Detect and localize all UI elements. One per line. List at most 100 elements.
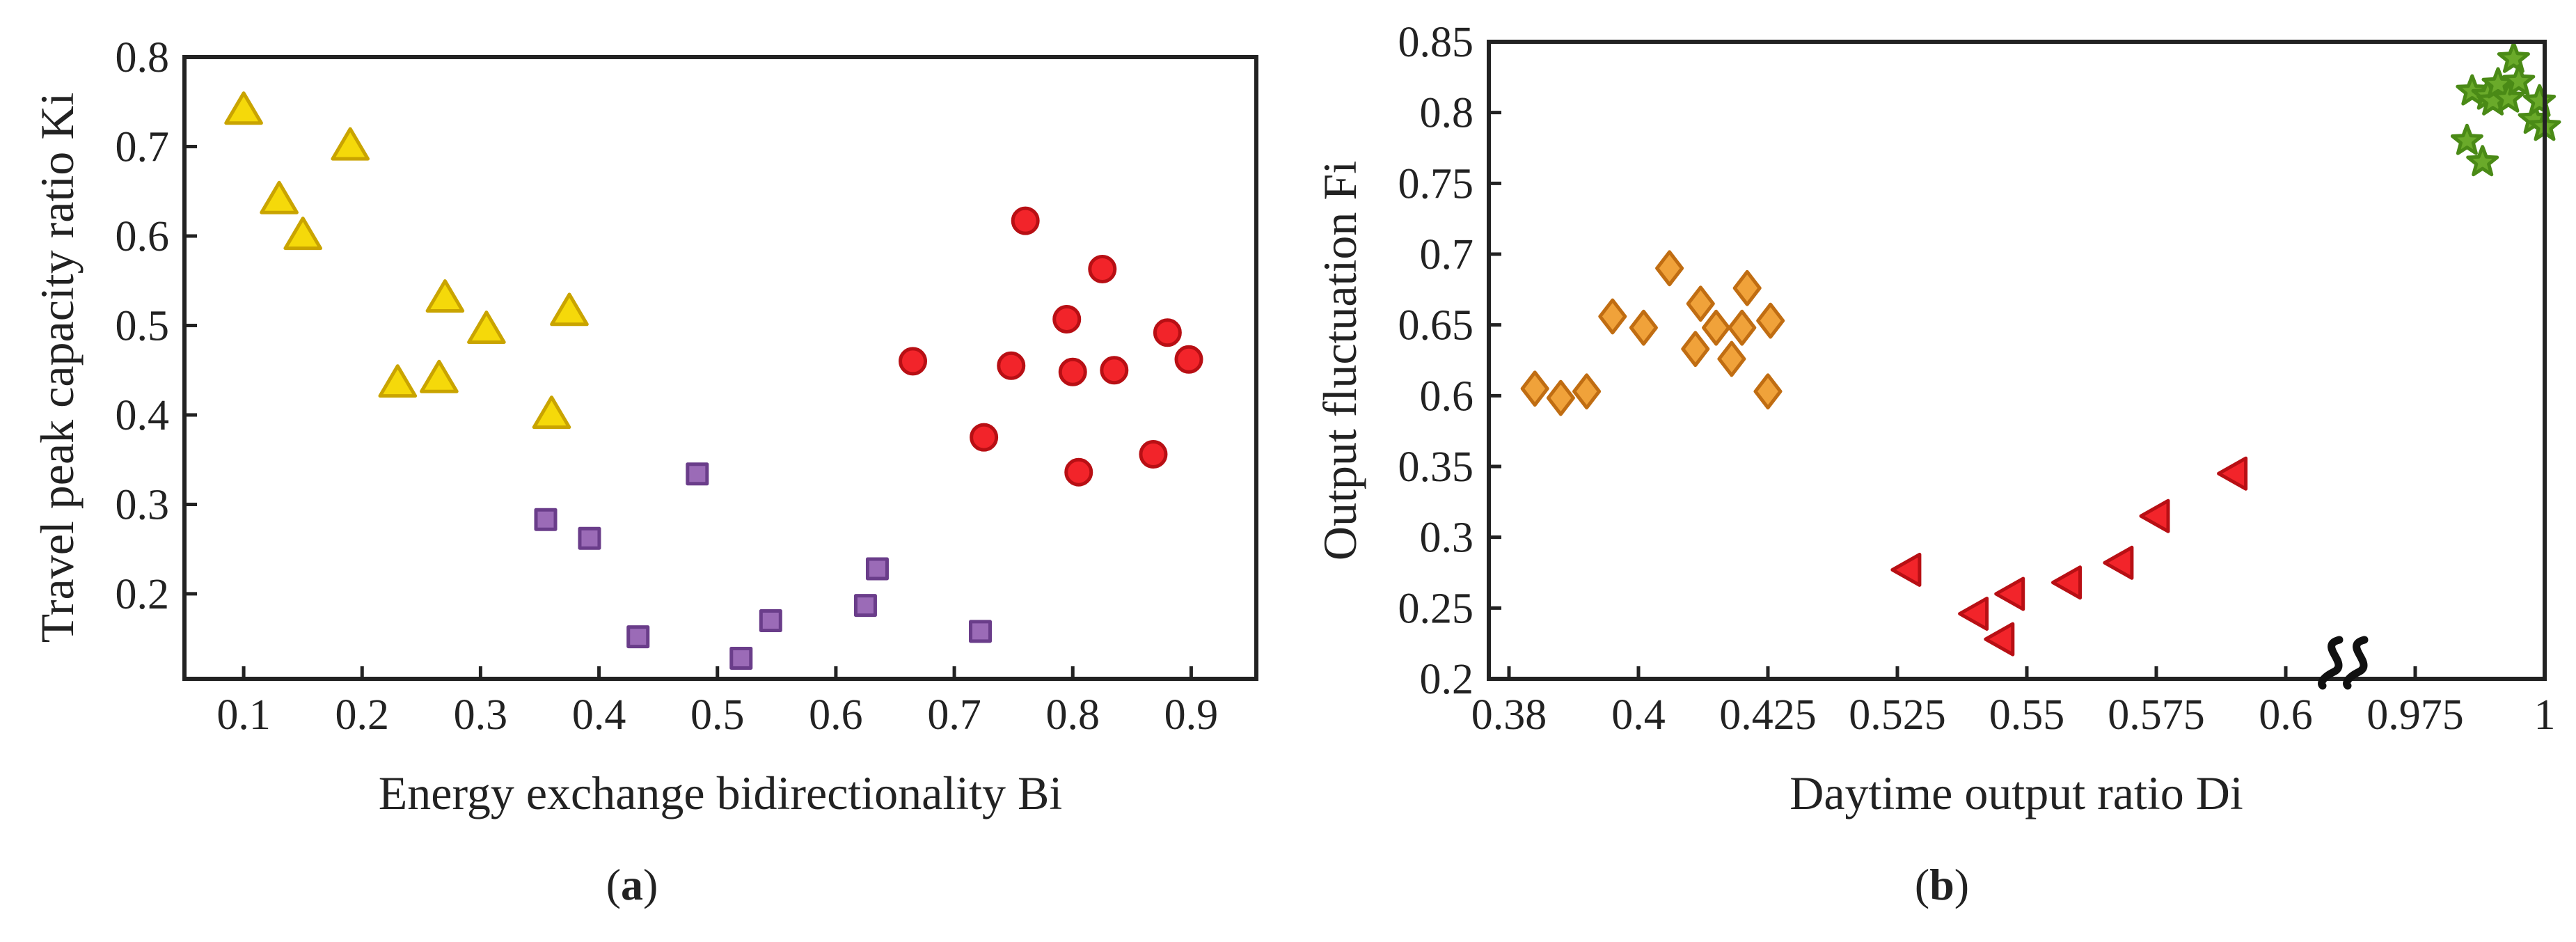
chart-a-point-triangle-yellow-4 <box>378 364 418 398</box>
chart-b-xtick-label: 0.575 <box>2108 691 2205 739</box>
chart-b-point-triangle-left-red-1 <box>1958 597 1989 631</box>
chart-b-axis-break-icon <box>2318 636 2369 690</box>
chart-a-xlabel: Energy exchange bidirectionality Bi <box>379 767 1063 819</box>
chart-b-xtick-label: 0.525 <box>1849 691 1946 739</box>
chart-a: 0.1 0.2 0.3 0.4 0.5 0.6 0.7 0.8 0.9 0.2 0.3 0.4 0.5 0… <box>31 34 1258 909</box>
chart-b-point-diamond-orange-8 <box>1702 309 1731 346</box>
chart-a-point-square-purple-3 <box>686 462 709 486</box>
chart-a-point-square-purple-2 <box>626 625 650 649</box>
axis-break-squiggle-icon <box>2343 636 2369 690</box>
chart-b-point-star-green-2 <box>2466 145 2499 177</box>
chart-b-caption: (b) <box>1915 860 1969 909</box>
chart-a-point-triangle-yellow-2 <box>283 217 322 251</box>
chart-a-point-triangle-yellow-1 <box>260 180 299 214</box>
chart-a-point-circle-red-8 <box>1100 356 1129 385</box>
chart-a-caption: (a) <box>606 860 658 909</box>
chart-b-point-triangle-left-red-2 <box>1984 622 2015 657</box>
chart-a-caption-letter: a <box>621 860 643 909</box>
chart-b-ytick-label: 0.75 <box>1398 160 1474 207</box>
chart-b-point-diamond-orange-5 <box>1655 250 1684 287</box>
chart-a-xtick-label: 0.2 <box>335 691 389 739</box>
chart-b-xlabel: Daytime output ratio Di <box>1789 767 2243 819</box>
chart-a-point-triangle-yellow-7 <box>467 311 506 344</box>
chart-a-xtick-label: 0.4 <box>572 691 626 739</box>
chart-a-xtick-label: 0.6 <box>809 691 863 739</box>
chart-b-point-diamond-orange-4 <box>1629 309 1658 346</box>
chart-b-point-triangle-left-red-4 <box>2051 565 2082 600</box>
chart-a-ytick-label: 0.4 <box>116 392 170 439</box>
chart-b-point-triangle-left-red-5 <box>2103 545 2134 580</box>
chart-b-point-diamond-orange-3 <box>1598 298 1627 335</box>
chart-a-xtick-label: 0.5 <box>690 691 745 739</box>
chart-b-marks <box>1520 41 2561 657</box>
chart-a-ytick-label: 0.6 <box>116 213 170 260</box>
chart-b-point-star-green-6 <box>2492 81 2525 113</box>
chart-a-point-circle-red-5 <box>1058 357 1087 386</box>
chart-b-point-diamond-orange-6 <box>1681 331 1710 368</box>
chart-a-point-square-purple-7 <box>865 557 889 581</box>
chart-b-point-diamond-orange-11 <box>1732 269 1762 306</box>
chart-b-xtick-label: 0.425 <box>1719 691 1817 739</box>
chart-a-point-triangle-yellow-8 <box>532 395 571 430</box>
chart-a-point-circle-red-0 <box>899 347 928 376</box>
chart-b-point-diamond-orange-7 <box>1686 285 1715 322</box>
chart-a-point-circle-red-6 <box>1064 457 1093 487</box>
chart-a-point-triangle-yellow-3 <box>331 127 370 161</box>
chart-a-point-circle-red-11 <box>1174 345 1203 374</box>
chart-a-ytick-label: 0.8 <box>116 34 170 81</box>
chart-a-point-circle-red-4 <box>1052 304 1082 333</box>
chart-b-point-triangle-left-red-7 <box>2217 456 2248 491</box>
chart-b-ytick-label: 0.35 <box>1398 443 1474 491</box>
chart-b-point-triangle-left-red-3 <box>1994 576 2025 611</box>
chart-a-point-triangle-yellow-9 <box>550 292 589 327</box>
chart-a-point-circle-red-2 <box>997 351 1026 380</box>
chart-a-point-square-purple-5 <box>759 609 782 632</box>
chart-b-point-star-green-0 <box>2450 123 2483 155</box>
chart-b: 0.38 0.4 0.425 0.525 0.55 0.575 0.6 0.975 1 0.2 0.… <box>1313 19 2561 909</box>
chart-a-point-square-purple-4 <box>729 646 753 670</box>
chart-b-point-star-green-10 <box>2523 84 2557 116</box>
chart-a-point-square-purple-6 <box>853 594 877 618</box>
chart-b-ytick-label: 0.25 <box>1398 585 1474 632</box>
chart-a-xtick-label: 0.3 <box>454 691 508 739</box>
chart-b-ytick-label: 0.3 <box>1420 515 1474 562</box>
chart-b-xtick-label: 0.4 <box>1611 691 1666 739</box>
chart-b-ytick-label: 0.2 <box>1420 656 1474 703</box>
chart-a-ytick-label: 0.3 <box>116 481 170 528</box>
chart-b-xtick-label: 1 <box>2534 691 2556 739</box>
chart-b-point-triangle-left-red-0 <box>1890 552 1922 587</box>
chart-a-point-circle-red-1 <box>970 423 999 452</box>
chart-a-ylabel: Travel peak capacity ratio Ki <box>31 93 84 643</box>
chart-a-point-triangle-yellow-0 <box>224 91 263 125</box>
chart-b-xtick-label: 0.6 <box>2259 691 2313 739</box>
chart-a-point-circle-red-3 <box>1011 206 1040 235</box>
chart-b-xtick-label: 0.55 <box>1989 691 2065 739</box>
chart-a-point-circle-red-7 <box>1088 255 1117 284</box>
chart-b-point-diamond-orange-9 <box>1717 340 1746 377</box>
chart-b-point-diamond-orange-2 <box>1572 373 1602 410</box>
chart-b-ytick-label: 0.65 <box>1398 302 1474 350</box>
chart-a-xtick-label: 0.8 <box>1045 691 1100 739</box>
chart-b-point-diamond-orange-0 <box>1520 370 1549 407</box>
chart-b-caption-letter: b <box>1929 860 1954 909</box>
chart-a-ytick-label: 0.5 <box>116 302 170 350</box>
chart-a-point-circle-red-10 <box>1153 318 1182 347</box>
chart-a-point-square-purple-8 <box>969 620 993 643</box>
axis-break-squiggle-icon <box>2318 636 2344 690</box>
chart-a-xtick-label: 0.9 <box>1164 691 1219 739</box>
chart-a-marks <box>224 91 1203 670</box>
chart-b-ytick-label: 0.7 <box>1420 231 1474 278</box>
chart-b-point-star-green-7 <box>2497 41 2530 73</box>
chart-b-ytick-label: 0.6 <box>1420 372 1474 420</box>
chart-a-point-square-purple-1 <box>578 526 601 550</box>
chart-b-ytick-label: 0.85 <box>1398 19 1474 66</box>
chart-b-ytick-label: 0.8 <box>1420 90 1474 137</box>
chart-b-xtick-label: 0.38 <box>1471 691 1547 739</box>
chart-b-ticks: 0.38 0.4 0.425 0.525 0.55 0.575 0.6 0.975 1 0.2 0.… <box>1398 19 2556 739</box>
chart-a-ticks: 0.1 0.2 0.3 0.4 0.5 0.6 0.7 0.8 0.9 0.2 0.3 0.4 0.5 0… <box>116 34 1219 739</box>
chart-b-point-diamond-orange-13 <box>1756 302 1785 339</box>
chart-a-point-triangle-yellow-5 <box>420 359 459 393</box>
chart-b-point-diamond-orange-10 <box>1728 309 1757 346</box>
chart-a-point-square-purple-0 <box>534 508 558 531</box>
